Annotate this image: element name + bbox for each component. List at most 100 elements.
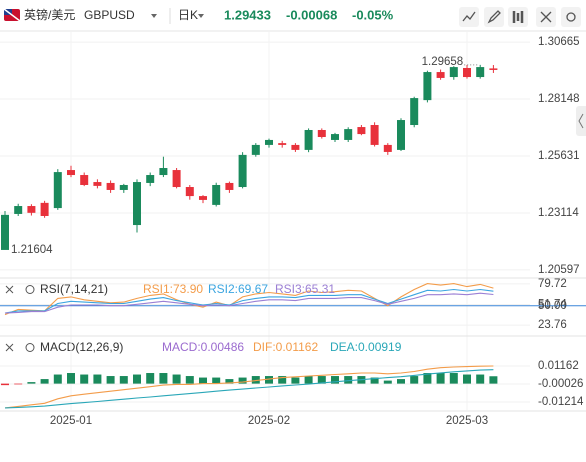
candle-body — [410, 98, 419, 126]
indicator-line — [4, 365, 494, 409]
toolbar — [459, 7, 581, 27]
candle-body — [489, 68, 498, 70]
close-icon[interactable] — [5, 343, 14, 352]
gear-icon[interactable] — [25, 285, 35, 294]
x-tick-label: 2025-02 — [248, 415, 290, 427]
candle-body — [27, 206, 36, 213]
period[interactable]: 日K — [178, 8, 198, 22]
candle-body — [1, 214, 9, 250]
macd-bar — [238, 377, 247, 384]
candle-body — [172, 170, 181, 188]
indicator-title: RSI(7,14,21) — [40, 282, 108, 296]
macd-bar — [304, 376, 313, 384]
period-dropdown[interactable] — [198, 14, 204, 18]
legend-entry: RSI3:65.31 — [275, 282, 335, 296]
draw-icon — [487, 10, 501, 24]
y-tick-label: 1.23114 — [538, 207, 579, 219]
macd-bar — [317, 376, 326, 384]
macd-header: MACD(12,26,9) — [5, 340, 123, 354]
settings-button[interactable] — [561, 7, 581, 27]
macd-bar — [67, 373, 75, 384]
candle-body — [14, 206, 23, 214]
header: 英镑/美元 GBPUSD 日K 1.29433 -0.00068 -0.05% — [0, 7, 586, 32]
candle-body — [146, 175, 155, 183]
draw-button[interactable] — [484, 7, 504, 27]
candle-body — [331, 134, 339, 140]
fullscreen-icon — [540, 11, 552, 23]
candle-body — [357, 127, 366, 135]
macd-bar — [40, 379, 49, 384]
flag-icon — [3, 8, 21, 22]
macd-bar — [225, 379, 234, 384]
candle-body — [449, 67, 458, 78]
y-tick-label: 50.00 — [538, 300, 567, 312]
macd-bar — [14, 383, 23, 385]
symbol: GBPUSD — [84, 8, 135, 22]
x-tick-label: 2025-01 — [50, 415, 92, 427]
macd-bar — [146, 373, 155, 384]
dropdown-icon[interactable] — [151, 14, 157, 18]
candle-body — [423, 72, 432, 101]
legend-entry: DEA:0.00919 — [330, 340, 402, 354]
candle-body — [370, 125, 379, 145]
macd-bar — [423, 373, 432, 384]
legend-entry: MACD:0.00486 — [162, 340, 244, 354]
legend-entry: DIF:0.01162 — [253, 340, 318, 354]
y-tick-label: 1.28148 — [538, 93, 580, 105]
macd-bar — [80, 374, 89, 384]
macd-bar — [159, 373, 168, 384]
candle-body — [463, 67, 471, 78]
indicator-button[interactable] — [459, 7, 479, 27]
candle-body — [238, 154, 247, 188]
x-tick-label: 2025-03 — [446, 415, 488, 427]
macd-bar — [291, 377, 300, 384]
macd-bar — [397, 379, 405, 384]
macd-bar — [199, 377, 207, 384]
macd-bar — [185, 376, 194, 384]
price-change: -0.00068 — [286, 7, 337, 22]
candle-body — [93, 182, 102, 186]
macd-bar — [489, 376, 498, 384]
candle-body — [265, 139, 273, 145]
macd-bar — [344, 376, 353, 384]
indicator-line — [4, 369, 494, 409]
rsi-header: RSI(7,14,21) — [5, 282, 108, 296]
macd-bar — [265, 376, 273, 384]
macd-bar — [476, 374, 485, 384]
candle-body — [212, 184, 221, 205]
macd-bar — [449, 373, 458, 384]
side-tab[interactable] — [576, 106, 586, 136]
candle-body — [53, 172, 62, 209]
y-tick-label: -0.00026 — [538, 378, 583, 390]
candle-body — [225, 182, 234, 190]
y-tick-label: 1.30665 — [538, 36, 580, 48]
legend-entry: RSI1:73.90 — [143, 282, 203, 296]
macd-bar — [119, 376, 128, 384]
macd-bar — [331, 376, 339, 384]
high-label: 1.29658 — [422, 56, 464, 68]
y-tick-label: 51.74 — [538, 298, 567, 310]
candle-body — [397, 120, 405, 150]
gear-icon[interactable] — [25, 343, 35, 352]
macd-bar — [212, 377, 221, 384]
indicator-line — [4, 288, 494, 314]
macd-bar — [436, 373, 445, 384]
y-tick-label: 1.25631 — [538, 150, 580, 162]
close-icon[interactable] — [5, 285, 14, 294]
candle-body — [67, 170, 75, 176]
candle-body — [40, 202, 49, 216]
macd-bar — [172, 374, 181, 384]
y-tick-label: 1.20597 — [538, 264, 580, 276]
candle-body — [304, 129, 313, 150]
pair-name: 英镑/美元 — [24, 7, 75, 22]
candle-body — [251, 144, 260, 155]
macd-bar — [383, 380, 392, 384]
y-tick-label: 23.76 — [538, 319, 567, 331]
candle-body — [291, 144, 300, 150]
legend-entry: RSI2:69.67 — [208, 282, 268, 296]
macd-bar — [106, 376, 115, 384]
macd-bar — [251, 376, 260, 384]
indicator-icon — [462, 11, 476, 22]
y-tick-label: 0.01162 — [538, 360, 579, 372]
